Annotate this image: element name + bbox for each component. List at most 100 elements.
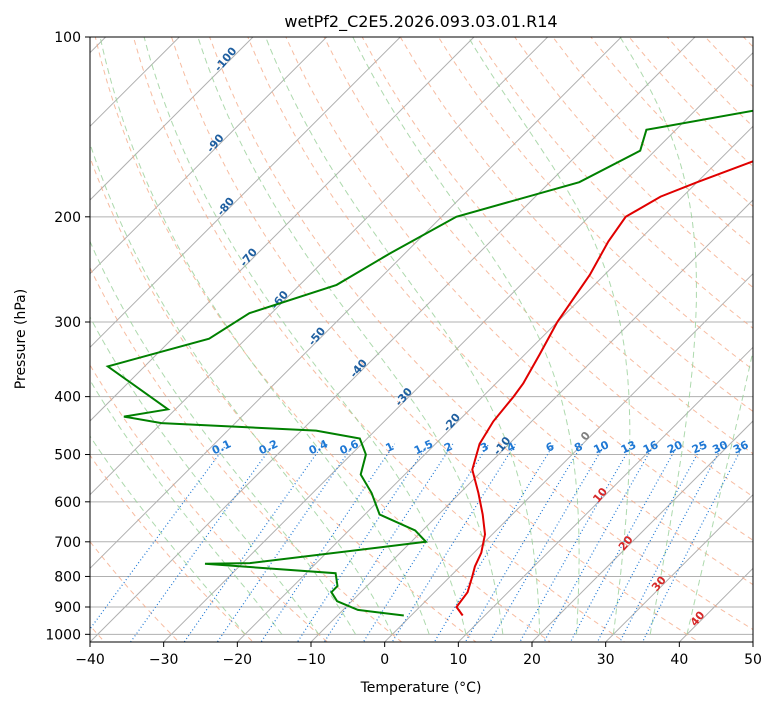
y-tick-label: 1000 bbox=[45, 627, 81, 643]
x-tick-label: 40 bbox=[670, 652, 688, 668]
isotherm-line bbox=[162, 51, 753, 642]
dry-adiabat-label: 0 bbox=[578, 429, 593, 443]
chart-title: wetPf2_C2E5.2026.093.03.01.R14 bbox=[284, 12, 557, 32]
x-tick-label: 10 bbox=[449, 652, 467, 668]
mixing-ratio-label: 16 bbox=[641, 438, 661, 456]
dewpoint-profile bbox=[105, 109, 753, 617]
mixing-ratio-label: 13 bbox=[619, 438, 638, 456]
x-tick-label: −30 bbox=[149, 652, 179, 668]
isotherm-line bbox=[90, 37, 623, 570]
dry-adiabat bbox=[209, 37, 753, 631]
moist-adiabat bbox=[90, 435, 246, 635]
dry-adiabat-label: -40 bbox=[347, 356, 370, 380]
mixing-ratio-line bbox=[489, 443, 606, 642]
moist-adiabat bbox=[143, 37, 467, 635]
dry-adiabat bbox=[247, 37, 753, 586]
plot-frame bbox=[89, 36, 754, 643]
dry-adiabat-label: -30 bbox=[392, 385, 415, 409]
mixing-ratio-label: 36 bbox=[731, 438, 751, 456]
dry-adiabat bbox=[514, 37, 753, 289]
mixing-ratio-label: 10 bbox=[592, 438, 612, 456]
dry-adiabat-label: -80 bbox=[214, 195, 237, 219]
dry-adiabat bbox=[361, 37, 753, 455]
y-tick-label: 500 bbox=[54, 448, 81, 464]
x-tick-label: 20 bbox=[523, 652, 541, 668]
mixing-ratio-line bbox=[260, 443, 396, 642]
moist-adiabat bbox=[352, 37, 580, 635]
dry-adiabat bbox=[94, 37, 552, 642]
dry-adiabat-label: 40 bbox=[688, 608, 708, 628]
dry-adiabat-label: -90 bbox=[204, 131, 227, 155]
isotherm-line bbox=[90, 37, 475, 422]
dry-adiabat bbox=[437, 37, 753, 371]
isotherm-line bbox=[752, 641, 753, 642]
x-tick-label: −10 bbox=[296, 652, 326, 668]
moist-adiabat bbox=[90, 315, 320, 635]
dry-adiabat bbox=[743, 37, 753, 48]
dry-adiabat bbox=[590, 37, 753, 208]
mixing-ratio-label: 6 bbox=[544, 440, 557, 455]
x-tick-label: 50 bbox=[744, 652, 762, 668]
y-tick-label: 900 bbox=[54, 600, 81, 616]
moist-adiabat bbox=[265, 37, 541, 635]
mixing-ratio-label: 1 bbox=[384, 440, 396, 455]
mixing-ratio-line bbox=[129, 443, 275, 642]
mixing-ratio-lines bbox=[90, 443, 745, 642]
dry-adiabat bbox=[90, 454, 254, 642]
mixing-ratio-line bbox=[296, 443, 429, 642]
isotherm-lines bbox=[90, 37, 753, 642]
mixing-ratio-line bbox=[641, 443, 745, 642]
isotherm-line bbox=[236, 125, 753, 642]
isotherm-line bbox=[604, 493, 753, 642]
x-axis-label: Temperature (°C) bbox=[360, 680, 482, 696]
moist-adiabat bbox=[619, 37, 697, 635]
x-tick-label: 0 bbox=[380, 652, 389, 668]
dry-adiabat bbox=[552, 37, 753, 248]
dry-adiabat bbox=[476, 37, 753, 329]
y-tick-label: 400 bbox=[54, 390, 81, 406]
isotherm-line bbox=[457, 346, 753, 642]
mixing-ratio-line bbox=[519, 443, 633, 642]
y-tick-label: 300 bbox=[54, 315, 81, 331]
x-tick-label: −20 bbox=[223, 652, 253, 668]
dry-adiabat bbox=[666, 37, 753, 128]
isotherm-line bbox=[90, 37, 549, 496]
y-tick-label: 700 bbox=[54, 535, 81, 551]
mixing-ratio-line bbox=[433, 443, 555, 642]
mixing-ratio-line bbox=[619, 443, 724, 642]
dry-adiabat bbox=[171, 37, 700, 642]
mixing-ratio-line bbox=[569, 443, 679, 642]
mixing-ratio-label: 20 bbox=[665, 438, 685, 456]
isotherm-line bbox=[90, 37, 254, 201]
mixing-ratio-line bbox=[362, 443, 490, 642]
dry-adiabat-label: -20 bbox=[440, 411, 463, 435]
dry-adiabats bbox=[90, 37, 753, 642]
mixing-ratio-line bbox=[596, 443, 704, 642]
moist-adiabat bbox=[90, 142, 393, 635]
dry-adiabat-label: -70 bbox=[237, 245, 260, 269]
dry-adiabat bbox=[90, 364, 329, 642]
mixing-ratio-line bbox=[391, 443, 516, 642]
dry-adiabat bbox=[132, 37, 626, 642]
x-tick-label: −40 bbox=[75, 652, 105, 668]
y-axis-label: Pressure (hPa) bbox=[13, 289, 29, 389]
isotherm-line bbox=[90, 37, 328, 275]
y-tick-label: 600 bbox=[54, 495, 81, 511]
dry-adiabat bbox=[90, 266, 403, 642]
x-tick-label: 30 bbox=[597, 652, 615, 668]
x-ticks: −40 −30 −20 −10 0 10 20 30 40 50 bbox=[75, 642, 762, 668]
dry-adiabat bbox=[323, 37, 753, 498]
mixing-ratio-label: 2 bbox=[442, 440, 454, 455]
pressure-gridlines bbox=[90, 37, 753, 635]
moist-adiabat bbox=[197, 37, 504, 635]
dry-adiabat-label: -50 bbox=[306, 324, 329, 348]
mixing-ratio-label: 25 bbox=[690, 438, 709, 456]
dry-adiabat bbox=[704, 37, 753, 88]
mixing-ratio-line bbox=[543, 443, 655, 642]
y-tick-label: 200 bbox=[54, 210, 81, 226]
moist-adiabat bbox=[90, 240, 356, 635]
mixing-ratio-label: 30 bbox=[710, 438, 730, 456]
moist-adiabat bbox=[467, 37, 631, 635]
mixing-ratio-line bbox=[323, 443, 454, 642]
